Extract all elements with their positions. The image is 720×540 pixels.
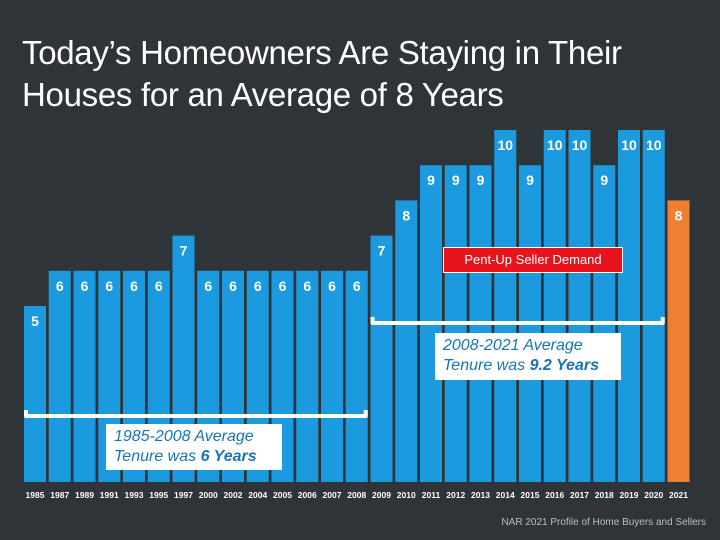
- annotation-2008-2021: 2008-2021 Average Tenure was 9.2 Years: [435, 333, 621, 380]
- value-label-2019: 10: [621, 137, 637, 153]
- tick-label-2013: 2013: [471, 490, 490, 500]
- tick-label-1989: 1989: [75, 490, 94, 500]
- annotation-2008-2021-line1: 2008-2021 Average: [443, 337, 583, 354]
- value-label-2007: 6: [328, 278, 336, 294]
- tick-label-2011: 2011: [422, 490, 441, 500]
- bracket-1985-2008: [24, 410, 368, 418]
- annotation-1985-2008: 1985-2008 Average Tenure was 6 Years: [106, 424, 282, 470]
- tick-label-1995: 1995: [149, 490, 168, 500]
- value-label-2014: 10: [497, 137, 513, 153]
- pent-up-demand-label: Pent-Up Seller Demand: [443, 247, 623, 273]
- bar-1985: [24, 306, 46, 482]
- tick-label-1987: 1987: [50, 490, 69, 500]
- value-label-2012: 9: [452, 172, 460, 188]
- annotation-2008-2021-prefix: Tenure was: [443, 357, 530, 374]
- bar-2021: [667, 200, 690, 482]
- tick-label-2005: 2005: [273, 490, 292, 500]
- bar-2019: [618, 130, 640, 482]
- tick-label-2004: 2004: [248, 490, 267, 500]
- annotation-2008-2021-bold: 9.2 Years: [529, 357, 599, 374]
- value-label-2011: 9: [427, 172, 435, 188]
- value-label-2006: 6: [303, 278, 311, 294]
- tick-label-2012: 2012: [446, 490, 465, 500]
- value-label-2005: 6: [279, 278, 287, 294]
- tick-label-2021: 2021: [669, 490, 688, 500]
- bar-2010: [395, 200, 418, 482]
- value-label-2018: 9: [600, 172, 608, 188]
- source-note: NAR 2021 Profile of Home Buyers and Sell…: [501, 517, 706, 528]
- tick-label-1993: 1993: [125, 490, 144, 500]
- value-label-2010: 8: [402, 207, 410, 223]
- bar-2016: [543, 130, 566, 482]
- value-label-2021: 8: [675, 207, 683, 223]
- value-label-2002: 6: [229, 278, 237, 294]
- value-label-1989: 6: [81, 278, 89, 294]
- tick-label-1991: 1991: [100, 490, 119, 500]
- tick-label-2006: 2006: [298, 490, 317, 500]
- tick-label-2002: 2002: [224, 490, 243, 500]
- bar-1997: [172, 235, 195, 482]
- tick-label-2008: 2008: [347, 490, 366, 500]
- bar-2007: [321, 270, 343, 482]
- tick-label-1985: 1985: [26, 490, 45, 500]
- tick-label-2018: 2018: [595, 490, 614, 500]
- tick-label-2016: 2016: [545, 490, 564, 500]
- value-label-2015: 9: [526, 172, 534, 188]
- tick-label-2015: 2015: [521, 490, 540, 500]
- tick-label-2010: 2010: [397, 490, 416, 500]
- bar-1987: [48, 270, 71, 482]
- value-label-1993: 6: [130, 278, 138, 294]
- value-label-2017: 10: [572, 137, 588, 153]
- annotation-1985-2008-bold: 6 Years: [200, 448, 257, 465]
- tick-label-2009: 2009: [372, 490, 391, 500]
- bar-2014: [494, 130, 517, 482]
- value-label-2016: 10: [547, 137, 563, 153]
- value-label-1997: 7: [180, 243, 188, 259]
- tick-label-2020: 2020: [644, 490, 663, 500]
- tick-label-1997: 1997: [174, 490, 193, 500]
- annotation-1985-2008-line1: 1985-2008 Average: [114, 428, 254, 445]
- value-label-2020: 10: [646, 137, 662, 153]
- tick-label-2019: 2019: [620, 490, 639, 500]
- tick-label-2014: 2014: [496, 490, 515, 500]
- tick-label-2000: 2000: [199, 490, 218, 500]
- value-label-1991: 6: [105, 278, 113, 294]
- bar-2020: [642, 130, 665, 482]
- value-label-2004: 6: [254, 278, 262, 294]
- tick-label-2007: 2007: [323, 490, 342, 500]
- value-label-1995: 6: [155, 278, 163, 294]
- bar-2017: [568, 130, 591, 482]
- value-label-2000: 6: [204, 278, 212, 294]
- bar-2008: [345, 270, 368, 482]
- value-label-1985: 5: [31, 313, 39, 329]
- value-label-2013: 9: [477, 172, 485, 188]
- value-label-2009: 7: [378, 243, 386, 259]
- value-label-1987: 6: [56, 278, 64, 294]
- bar-1989: [73, 270, 96, 482]
- bar-2006: [296, 270, 319, 482]
- bracket-2009-2020: [370, 317, 665, 325]
- page-title: Today’s Homeowners Are Staying in Their …: [22, 34, 622, 113]
- value-label-2008: 6: [353, 278, 361, 294]
- bar-2009: [370, 235, 393, 482]
- annotation-1985-2008-prefix: Tenure was: [114, 448, 201, 465]
- tick-label-2017: 2017: [570, 490, 589, 500]
